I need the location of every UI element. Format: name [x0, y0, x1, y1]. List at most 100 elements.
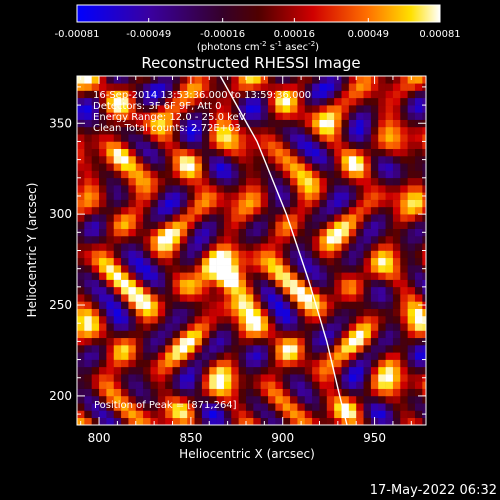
heatmap-pixel: [99, 359, 107, 368]
heatmap-pixel: [414, 170, 423, 179]
heatmap-pixel: [135, 228, 144, 237]
heatmap-pixel: [392, 141, 401, 150]
heatmap-pixel: [326, 308, 335, 317]
heatmap-pixel: [172, 76, 181, 84]
heatmap-pixel: [201, 359, 210, 368]
heatmap-pixel: [187, 272, 195, 280]
heatmap-pixel: [128, 337, 137, 346]
heatmap-pixel: [194, 163, 203, 171]
heatmap-pixel: [99, 206, 107, 215]
heatmap-pixel: [209, 250, 217, 259]
heatmap-pixel: [216, 235, 225, 244]
heatmap-pixel: [282, 97, 291, 106]
heatmap-pixel: [326, 381, 335, 389]
heatmap-pixel: [106, 170, 115, 179]
heatmap-pixel: [172, 83, 181, 91]
heatmap-pixel: [304, 134, 313, 142]
heatmap-pixel: [290, 177, 298, 186]
heatmap-pixel: [260, 294, 269, 302]
heatmap-pixel: [157, 119, 166, 128]
heatmap-pixel: [356, 148, 364, 157]
heatmap-pixel: [216, 177, 225, 186]
heatmap-pixel: [223, 90, 232, 99]
heatmap-pixel: [385, 366, 394, 375]
heatmap-pixel: [400, 97, 408, 106]
heatmap-pixel: [282, 308, 291, 317]
heatmap-pixel: [231, 90, 239, 99]
heatmap-pixel: [385, 126, 394, 135]
heatmap-pixel: [268, 366, 276, 375]
heatmap-pixel: [143, 301, 151, 309]
heatmap-pixel: [326, 315, 335, 324]
colorbar-tick-label: -0.00081: [55, 29, 100, 40]
heatmap-pixel: [84, 294, 92, 302]
heatmap-pixel: [356, 366, 364, 375]
heatmap-pixel: [312, 381, 320, 389]
heatmap-pixel: [223, 294, 232, 302]
heatmap-pixel: [407, 243, 416, 251]
heatmap-pixel: [106, 330, 115, 339]
heatmap-pixel: [378, 185, 386, 193]
heatmap-pixel: [268, 257, 276, 266]
heatmap-pixel: [113, 134, 122, 142]
heatmap-pixel: [348, 272, 357, 280]
heatmap-pixel: [165, 323, 173, 331]
heatmap-pixel: [422, 134, 426, 142]
heatmap-pixel: [385, 97, 394, 106]
heatmap-pixel: [99, 381, 107, 389]
heatmap-pixel: [165, 155, 173, 164]
heatmap-pixel: [400, 330, 408, 339]
heatmap-pixel: [201, 221, 210, 229]
heatmap-pixel: [157, 112, 166, 120]
heatmap-pixel: [143, 388, 151, 397]
heatmap-pixel: [370, 403, 379, 411]
heatmap-pixel: [84, 374, 92, 382]
heatmap-pixel: [400, 126, 408, 135]
heatmap-pixel: [216, 170, 225, 179]
heatmap-pixel: [268, 294, 276, 302]
heatmap-pixel: [128, 366, 137, 375]
heatmap-pixel: [84, 410, 92, 419]
heatmap-pixel: [282, 221, 291, 229]
heatmap-pixel: [135, 83, 144, 91]
heatmap-pixel: [128, 221, 137, 229]
heatmap-pixel: [297, 235, 306, 244]
heatmap-pixel: [400, 374, 408, 382]
heatmap-pixel: [378, 228, 386, 237]
heatmap-pixel: [282, 359, 291, 368]
heatmap-pixel: [106, 105, 115, 113]
heatmap-pixel: [106, 257, 115, 266]
heatmap-pixel: [304, 410, 313, 419]
heatmap-pixel: [106, 119, 115, 128]
heatmap-pixel: [172, 155, 181, 164]
heatmap-pixel: [326, 228, 335, 237]
heatmap-pixel: [150, 105, 159, 113]
heatmap-pixel: [378, 155, 386, 164]
heatmap-pixel: [106, 185, 115, 193]
heatmap-pixel: [121, 199, 129, 208]
heatmap-pixel: [143, 337, 151, 346]
heatmap-pixel: [253, 301, 261, 309]
heatmap-pixel: [91, 352, 100, 360]
heatmap-pixel: [84, 221, 92, 229]
heatmap-pixel: [84, 257, 92, 266]
heatmap-pixel: [334, 330, 342, 339]
heatmap-pixel: [194, 272, 203, 280]
heatmap-pixel: [216, 76, 225, 84]
heatmap-pixel: [260, 148, 269, 157]
heatmap-pixel: [99, 141, 107, 150]
heatmap-pixel: [297, 199, 306, 208]
y-tick-label: 350: [49, 116, 72, 130]
heatmap-pixel: [128, 359, 137, 368]
heatmap-pixel: [356, 294, 364, 302]
heatmap-pixel: [223, 163, 232, 171]
heatmap-pixel: [400, 134, 408, 142]
heatmap-pixel: [326, 119, 335, 128]
heatmap-pixel: [91, 265, 100, 273]
heatmap-pixel: [209, 112, 217, 120]
heatmap-pixel: [209, 352, 217, 360]
heatmap-pixel: [99, 330, 107, 339]
heatmap-pixel: [187, 294, 195, 302]
heatmap-pixel: [370, 192, 379, 200]
heatmap-pixel: [179, 141, 188, 150]
